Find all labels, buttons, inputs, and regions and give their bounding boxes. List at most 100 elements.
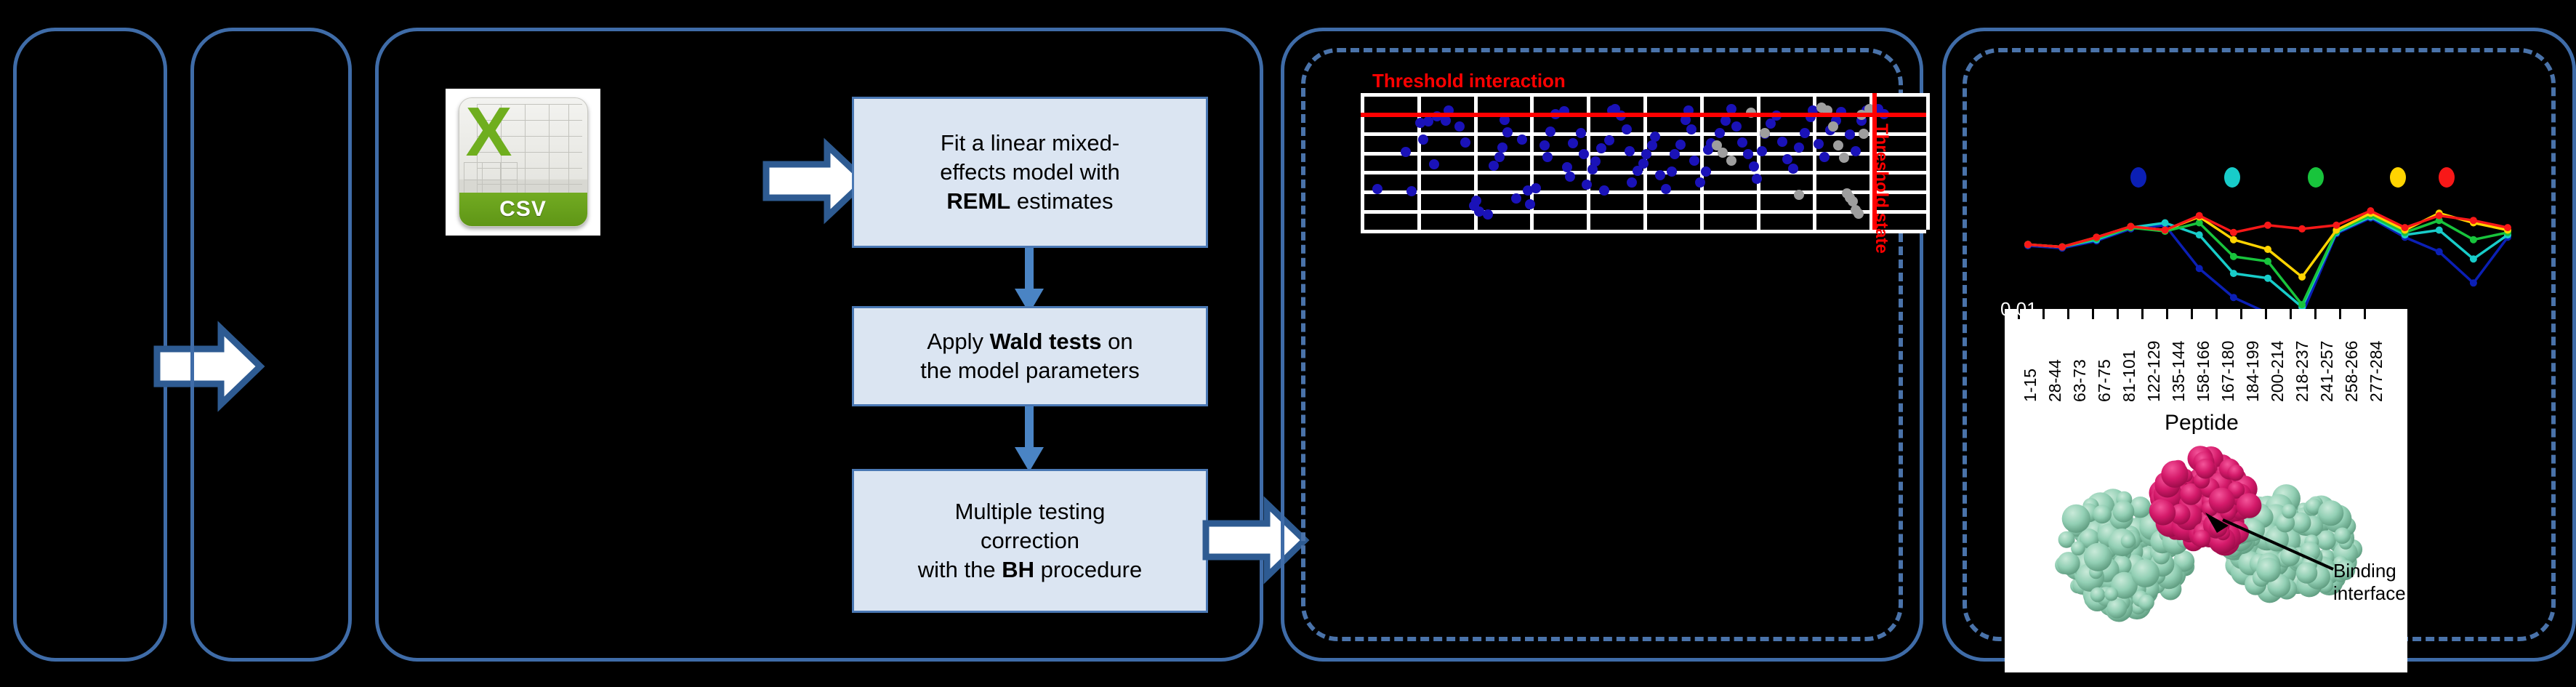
protein-surface-blob	[2195, 458, 2215, 479]
scatter-point	[1757, 145, 1768, 156]
peptide-axis-tick	[2215, 309, 2218, 319]
scatter-point	[1516, 134, 1527, 145]
scatter-point	[1638, 158, 1649, 169]
protein-surface-blob	[2192, 529, 2211, 548]
protein-surface-blob	[2061, 504, 2090, 533]
scatter-point	[1561, 162, 1572, 173]
scatter-point	[1748, 161, 1759, 172]
peptide-axis-tick	[2339, 309, 2341, 319]
protein-surface-blob	[2334, 527, 2351, 545]
peptide-tick-label: 167-180	[2218, 340, 2237, 402]
grid-line-v	[1361, 93, 1364, 230]
scatter-point	[1576, 128, 1587, 139]
peptide-tick-label: 158-166	[2194, 340, 2213, 402]
step-correction-line1: Multiple testing	[954, 499, 1106, 525]
scatter-point	[1689, 156, 1700, 166]
scatter-point	[1799, 128, 1810, 139]
scatter-point	[1726, 103, 1736, 114]
scatter-point	[1582, 179, 1593, 190]
step-model-line2: effects model with	[940, 159, 1120, 185]
protein-surface-blob	[2290, 512, 2311, 534]
peptide-data-point	[2195, 219, 2203, 227]
protein-surface-blob	[2227, 464, 2245, 481]
scatter-point	[1853, 209, 1864, 220]
peptide-tick-label: 81-101	[2120, 350, 2138, 402]
scatter-point	[1641, 148, 1651, 159]
scatter-point	[1731, 121, 1742, 132]
protein-surface-blob	[2093, 505, 2112, 524]
peptide-data-point	[2161, 226, 2169, 234]
peptide-tick-label: 277-284	[2367, 340, 2386, 402]
step-wald-tests-box[interactable]: Apply Wald tests on the model parameters	[852, 306, 1208, 406]
grid-line-h	[1361, 93, 1926, 97]
scatter-point	[1793, 142, 1804, 153]
peptide-tick-label: 67-75	[2095, 359, 2114, 402]
peptide-tick-label: 241-257	[2317, 340, 2336, 402]
legend-dot-2	[2224, 167, 2240, 188]
peptide-tick-label: 122-129	[2144, 340, 2163, 402]
scatter-point	[1720, 115, 1731, 126]
peptide-axis-tick	[2290, 309, 2292, 319]
peptide-data-point	[2264, 221, 2271, 229]
threshold-state-label: Threshold state	[1872, 124, 1892, 254]
step-fit-model-box[interactable]: Fit a linear mixed- effects model with R…	[852, 97, 1208, 248]
peptide-data-point	[2264, 274, 2271, 282]
excel-x-glyph: X	[465, 97, 512, 171]
scatter-point	[1766, 118, 1776, 129]
volcano-plot-panel	[1281, 28, 1923, 662]
peptide-data-point	[2229, 270, 2237, 278]
scatter-point	[1604, 134, 1615, 145]
peptide-data-point	[2195, 231, 2203, 239]
scatter-point	[1839, 153, 1850, 164]
scatter-point	[1782, 154, 1793, 165]
binding-interface-line1: Binding	[2333, 560, 2396, 582]
protein-surface-blob	[2256, 558, 2281, 582]
input-panel	[13, 28, 167, 662]
arrow-wald-to-correction	[1009, 406, 1050, 473]
scatter-point	[1649, 132, 1660, 142]
step-correction-line2: correction	[980, 528, 1080, 554]
peptide-tick-label: 63-73	[2070, 359, 2089, 402]
peptide-line-chart	[2024, 207, 2511, 318]
peptide-axis-tick	[2018, 309, 2020, 319]
peptide-tick-labels: 1-15 28-44 63-73 67-75 81-101 122-129 135-144 1…	[2005, 309, 2407, 407]
protein-surface-blob	[2079, 529, 2099, 549]
grid-line-v	[1699, 93, 1704, 230]
peptide-axis-tick	[2092, 309, 2094, 319]
protein-surface-blob	[2120, 534, 2136, 549]
scatter-point	[1850, 145, 1861, 156]
threshold-state-line	[1872, 93, 1877, 230]
peptide-data-point	[2401, 224, 2409, 232]
scatter-point	[1737, 137, 1748, 148]
protein-surface-blob	[2106, 598, 2128, 619]
step-multiple-testing-box[interactable]: Multiple testing correction with the BH …	[852, 469, 1208, 613]
peptide-data-point	[2024, 241, 2032, 249]
grid-line-h	[1361, 210, 1926, 214]
protein-surface-blob	[2090, 587, 2106, 603]
scatter-point	[1627, 177, 1638, 188]
grid-line-v	[1587, 93, 1591, 230]
protein-surface-blob	[2305, 498, 2322, 515]
scatter-point	[1406, 186, 1417, 197]
binding-interface-line2: interface	[2333, 582, 2406, 604]
protein-surface-blob	[2208, 487, 2235, 514]
peptide-series-line	[2027, 216, 2509, 316]
scatter-point	[1401, 146, 1412, 157]
scatter-point	[1661, 183, 1672, 194]
grid-line-v	[1926, 93, 1930, 230]
csv-data-panel	[190, 28, 352, 662]
grid-line-v	[1869, 93, 1874, 230]
scatter-point	[1417, 134, 1428, 145]
scatter-point	[1844, 129, 1855, 140]
scatter-point	[1372, 183, 1383, 194]
peptide-tick-label: 135-144	[2169, 340, 2188, 402]
volcano-plot-panel-inner-dashed	[1301, 48, 1903, 641]
scatter-point	[1742, 148, 1753, 159]
peptide-data-point	[2298, 225, 2306, 233]
protein-surface-blob	[2057, 552, 2080, 575]
peptide-data-point	[2435, 226, 2443, 234]
binding-interface-label: Binding interface	[2333, 560, 2406, 604]
protein-surface-blob	[2161, 460, 2189, 488]
scatter-point	[1542, 152, 1553, 163]
